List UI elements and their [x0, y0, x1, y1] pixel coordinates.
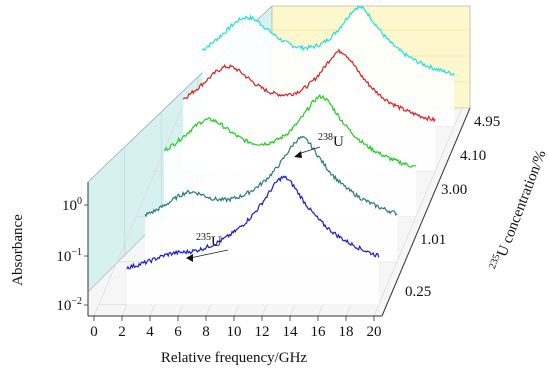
x-tick-label: 18 [339, 324, 354, 340]
z-tick-label: 0.25 [405, 284, 431, 300]
x-tick-label: 10 [227, 324, 242, 340]
z-tick-label: 4.95 [474, 114, 500, 130]
x-tick-label: 0 [90, 324, 98, 340]
x-tick-label: 20 [367, 324, 382, 340]
y-tick-label: 10−2 [56, 296, 82, 314]
annotation-arrowhead-235 [186, 254, 193, 262]
z-tick-label: 4.10 [460, 148, 486, 164]
x-axis-title: Relative frequency/GHz [161, 350, 308, 366]
series-line-4.95 [201, 5, 455, 76]
x-tick-label: 4 [146, 324, 154, 340]
x-tick-label: 2 [118, 324, 126, 340]
floor-grid-line [373, 107, 463, 317]
y-tick-label: 100 [62, 196, 82, 214]
annotation-arrowhead-238 [294, 151, 302, 158]
x-tick-label: 14 [283, 324, 299, 340]
z-tick-label: 3.00 [441, 182, 467, 198]
series-line-4.10 [182, 48, 436, 123]
y-axis-title: Absorbance [10, 214, 26, 286]
floor-grid-line [93, 107, 183, 317]
annotation-238u: 238U [318, 132, 344, 150]
x-tick-label: 6 [174, 324, 182, 340]
series-line-1.01 [144, 135, 398, 218]
annotation-235u: 235U [196, 232, 222, 250]
annotation-arrow-238 [297, 146, 321, 155]
annotation-arrow-235 [189, 249, 229, 259]
tick-marks [84, 204, 375, 321]
z-axis-line [381, 107, 471, 317]
series-layer [126, 5, 455, 305]
series-line-0.25 [126, 175, 380, 270]
series-line-3.00 [163, 93, 417, 168]
x-tick-label: 8 [202, 324, 210, 340]
x-tick-label: 16 [311, 324, 327, 340]
z-axis-title: 235U concentration/% [487, 147, 549, 273]
series-fill-0.25 [126, 176, 379, 305]
z-tick-label: 1.01 [420, 232, 446, 248]
y-tick-label: 10−1 [56, 247, 82, 265]
x-tick-label: 12 [255, 324, 270, 340]
